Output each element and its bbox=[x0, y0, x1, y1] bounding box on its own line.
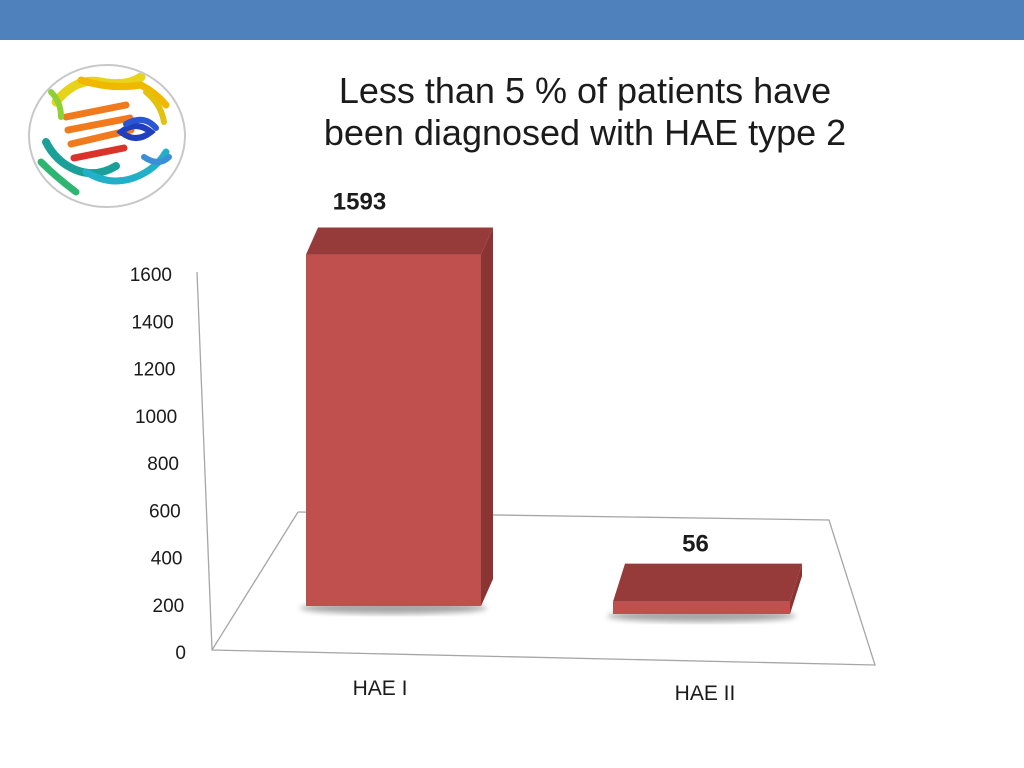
bar-top bbox=[613, 563, 802, 602]
floor-edge bbox=[211, 511, 299, 651]
plot-area-outline bbox=[196, 271, 876, 666]
data-labels: 1593 56 bbox=[333, 189, 709, 558]
bar bbox=[300, 227, 493, 614]
y-axis-tick-labels: 0 200 400 600 800 1000 1200 1400 1600 bbox=[130, 265, 186, 664]
plot-area-frame bbox=[196, 271, 876, 666]
y-tick-label: 1000 bbox=[135, 407, 177, 428]
y-tick-label: 0 bbox=[175, 643, 186, 664]
y-tick-label: 1600 bbox=[130, 265, 172, 286]
x-category-label: HAE I bbox=[353, 677, 408, 700]
protein-structure-icon bbox=[28, 64, 186, 208]
chart-title: Less than 5 % of patients have been diag… bbox=[250, 70, 920, 154]
bar-side bbox=[790, 563, 802, 614]
y-tick-label: 200 bbox=[153, 596, 185, 617]
bar-top bbox=[306, 227, 493, 255]
x-category-label: HAE II bbox=[675, 682, 736, 705]
y-tick-label: 400 bbox=[151, 549, 183, 570]
chart-title-line-2: been diagnosed with HAE type 2 bbox=[323, 112, 847, 153]
y-tick-label: 600 bbox=[149, 501, 181, 522]
y-tick-label: 800 bbox=[147, 454, 179, 475]
top-band bbox=[0, 0, 1024, 40]
bars bbox=[300, 227, 802, 622]
y-tick-label: 1400 bbox=[131, 312, 173, 333]
bar-front bbox=[306, 254, 481, 606]
data-label: 1593 bbox=[333, 189, 386, 216]
bar bbox=[607, 563, 802, 622]
data-label: 56 bbox=[682, 531, 709, 558]
y-tick-label: 1200 bbox=[133, 360, 175, 381]
chart-title-line-1: Less than 5 % of patients have bbox=[338, 70, 832, 111]
x-axis-category-labels: HAE I HAE II bbox=[353, 677, 736, 705]
bar-side bbox=[481, 227, 493, 606]
bar-front bbox=[613, 601, 790, 614]
